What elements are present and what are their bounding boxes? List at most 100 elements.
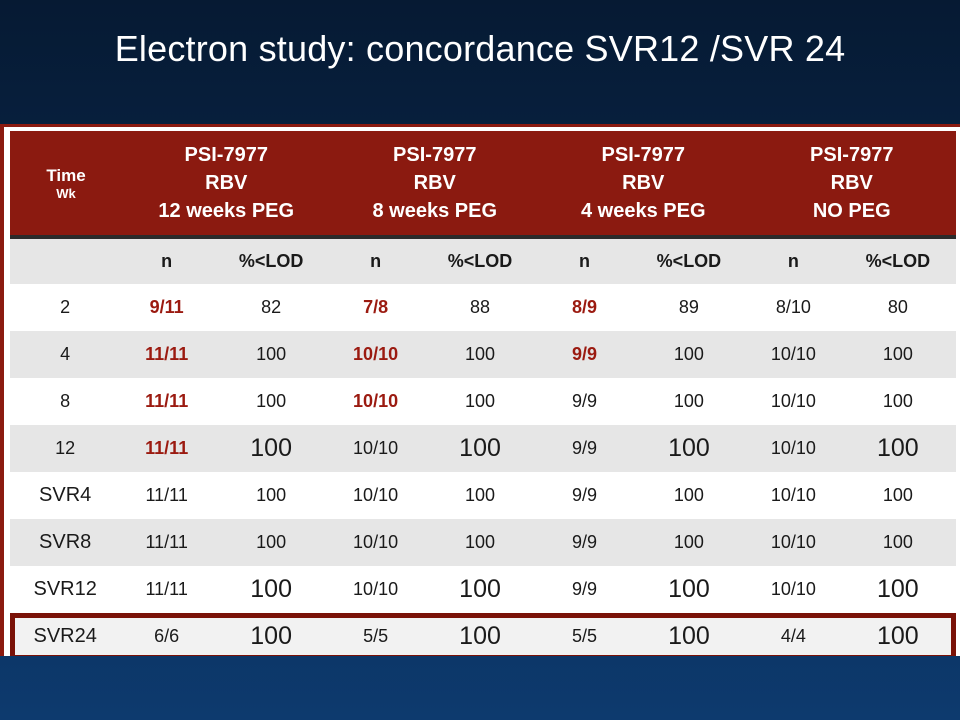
table-row: 12 11/11 100 10/10 100 9/9 100 10/10 100: [10, 425, 956, 472]
subheader-pct: %<LOD: [447, 251, 513, 271]
n-cell: 10/10: [770, 391, 816, 411]
n-cell: 9/9: [571, 532, 597, 552]
pct-cell: 100: [673, 391, 704, 411]
n-cell: 9/9: [571, 344, 597, 364]
subheader-n: n: [578, 251, 590, 271]
table-row: SVR4 11/11 100 10/10 100 9/9 100 10/10 100: [10, 472, 956, 519]
pct-cell: 100: [882, 532, 913, 552]
pct-cell: 100: [876, 622, 919, 650]
n-cell: 10/10: [353, 579, 399, 599]
pct-cell: 100: [882, 391, 913, 411]
pct-cell: 100: [256, 391, 287, 411]
group-peg: NO PEG: [812, 200, 891, 222]
pct-cell: 100: [668, 575, 710, 603]
group-peg: 4 weeks PEG: [580, 200, 706, 222]
time-header-unit: Wk: [56, 186, 76, 201]
n-cell: 10/10: [770, 579, 816, 599]
n-cell: 4/4: [780, 626, 806, 646]
n-cell: 8/10: [775, 297, 811, 317]
group-rbv: RBV: [622, 172, 665, 194]
pct-cell: 100: [668, 434, 710, 462]
table-header: Time Wk PSI-7977 RBV 12 weeks PEG PSI-79…: [10, 131, 956, 235]
pct-cell: 100: [465, 344, 496, 364]
n-cell: 10/10: [770, 438, 816, 458]
n-cell: 10/10: [770, 344, 816, 364]
n-cell: 6/6: [154, 626, 180, 646]
n-cell: 11/11: [145, 344, 189, 364]
group-header-4wk-peg: PSI-7977 RBV 4 weeks PEG: [539, 131, 748, 235]
table-row: 4 11/11 100 10/10 100 9/9 100 10/10 100: [10, 331, 956, 378]
pct-cell: 100: [256, 532, 287, 552]
group-rbv: RBV: [205, 172, 248, 194]
results-table: Time Wk PSI-7977 RBV 12 weeks PEG PSI-79…: [0, 124, 960, 656]
group-peg: 8 weeks PEG: [372, 200, 498, 222]
pct-cell: 100: [668, 622, 710, 650]
n-cell: 10/10: [353, 391, 399, 411]
group-header-12wk-peg: PSI-7977 RBV 12 weeks PEG: [122, 131, 331, 235]
pct-cell: 88: [470, 297, 491, 317]
pct-cell: 100: [876, 575, 919, 603]
table-row: 2 9/11 82 7/8 88 8/9 89 8/10 80: [10, 284, 956, 331]
pct-cell: 100: [465, 391, 496, 411]
pct-cell: 100: [465, 532, 496, 552]
pct-cell: 100: [882, 485, 913, 505]
group-header-no-peg: PSI-7977 RBV NO PEG: [748, 131, 957, 235]
n-cell: 9/9: [571, 579, 597, 599]
group-rbv: RBV: [413, 172, 456, 194]
n-cell: 10/10: [353, 532, 399, 552]
time-header-label: Time: [46, 166, 86, 185]
pct-cell: 100: [459, 434, 501, 462]
subheader-pct: %<LOD: [238, 251, 304, 271]
table-row: SVR8 11/11 100 10/10 100 9/9 100 10/10 100: [10, 519, 956, 566]
subheader-pct: %<LOD: [865, 251, 931, 271]
table-row: 8 11/11 100 10/10 100 9/9 100 10/10 100: [10, 378, 956, 425]
time-cell: SVR4: [39, 484, 92, 506]
n-cell: 11/11: [145, 391, 189, 411]
n-cell: 10/10: [770, 532, 816, 552]
group-drug: PSI-7977: [601, 144, 685, 166]
n-cell: 5/5: [571, 626, 597, 646]
n-cell: 5/5: [363, 626, 389, 646]
group-drug: PSI-7977: [810, 144, 894, 166]
time-cell: SVR12: [33, 578, 97, 600]
group-drug: PSI-7977: [393, 144, 477, 166]
n-cell: 8/9: [571, 297, 597, 317]
n-cell: 11/11: [145, 532, 188, 552]
time-cell: 8: [60, 391, 71, 411]
n-cell: 11/11: [145, 438, 189, 458]
n-cell: 10/10: [353, 438, 399, 458]
pct-cell: 100: [673, 344, 704, 364]
subheader-pct: %<LOD: [656, 251, 722, 271]
n-cell: 10/10: [770, 485, 816, 505]
subheader-row: n %<LOD n %<LOD n %<LOD n %<LOD: [10, 239, 956, 284]
header-divider: [10, 235, 956, 239]
group-drug: PSI-7977: [184, 144, 268, 166]
slide-title: Electron study: concordance SVR12 /SVR 2…: [114, 28, 846, 69]
n-cell: 11/11: [145, 579, 188, 599]
group-peg: 12 weeks PEG: [158, 200, 295, 222]
group-rbv: RBV: [830, 172, 873, 194]
subheader-n: n: [370, 251, 382, 271]
pct-cell: 100: [250, 434, 292, 462]
time-cell: SVR24: [33, 625, 97, 647]
table-row: SVR24 6/6 100 5/5 100 5/5 100 4/4 100: [10, 613, 956, 656]
time-cell: SVR8: [39, 531, 92, 553]
group-header-8wk-peg: PSI-7977 RBV 8 weeks PEG: [331, 131, 540, 235]
pct-cell: 100: [673, 485, 704, 505]
n-cell: 10/10: [353, 485, 399, 505]
pct-cell: 100: [882, 344, 913, 364]
time-header: Time Wk: [10, 131, 122, 235]
pct-cell: 100: [250, 575, 292, 603]
time-cell: 2: [60, 297, 71, 317]
n-cell: 9/9: [571, 391, 597, 411]
subheader-n: n: [787, 251, 799, 271]
table-row: SVR12 11/11 100 10/10 100 9/9 100 10/10 100: [10, 566, 956, 613]
time-cell: 12: [55, 438, 76, 458]
pct-cell: 80: [887, 297, 908, 317]
pct-cell: 82: [261, 297, 282, 317]
pct-cell: 100: [459, 622, 501, 650]
pct-cell: 100: [256, 344, 287, 364]
subheader-n: n: [161, 251, 173, 271]
pct-cell: 100: [673, 532, 704, 552]
n-cell: 9/9: [571, 438, 597, 458]
